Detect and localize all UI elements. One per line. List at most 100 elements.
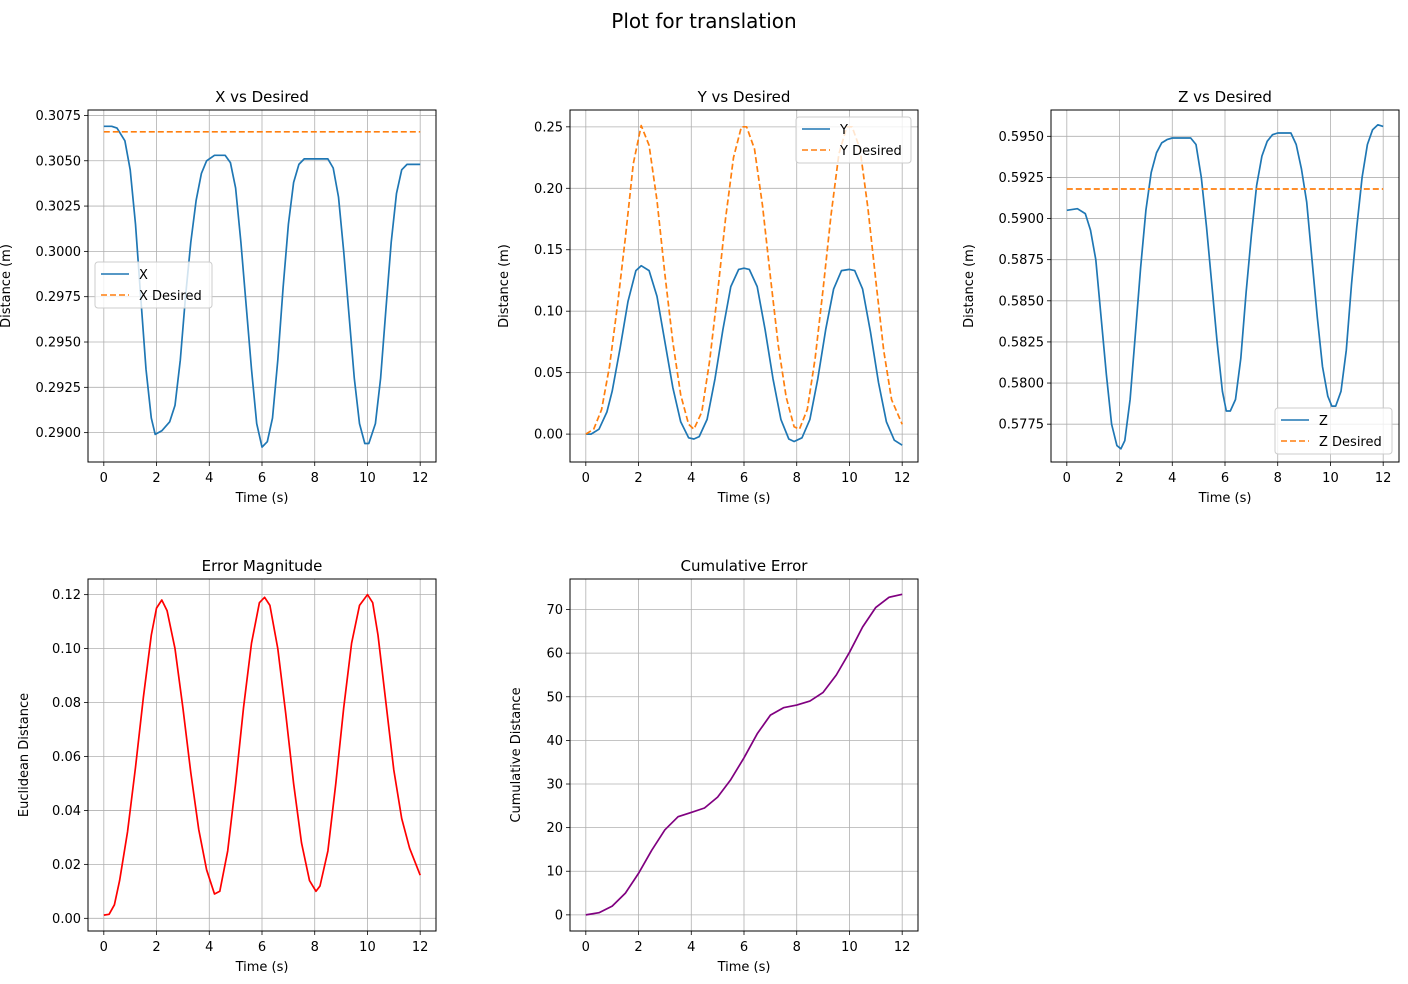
y-axis-label: Distance (m)	[497, 244, 512, 328]
series-line-x	[103, 125, 421, 448]
x-tick-label: 10	[841, 471, 858, 486]
plot-frame	[87, 109, 437, 463]
y-tick-label: 0.2975	[36, 290, 82, 305]
y-tick-label: 0.3025	[36, 200, 82, 215]
x-tick-label: 6	[740, 471, 748, 486]
legend-label-x-desired: X Desired	[139, 289, 202, 304]
series-line-panel-4	[585, 593, 903, 916]
y-tick-label: 0.5925	[999, 171, 1045, 186]
y-tick-label: 0.5900	[999, 212, 1045, 227]
y-tick-label: 0.00	[534, 428, 563, 443]
y-tick-label: 0.3075	[36, 109, 82, 124]
series-line-z	[1066, 123, 1384, 450]
y-tick-label: 0.15	[534, 243, 563, 258]
x-tick-label: 8	[311, 940, 319, 955]
y-tick-label: 20	[546, 821, 563, 836]
panel-title: Cumulative Error	[681, 557, 809, 575]
y-tick-label: 10	[546, 865, 563, 880]
x-axis-label: Time (s)	[235, 960, 289, 975]
x-tick-label: 12	[412, 471, 429, 486]
legend-label-y-desired: Y Desired	[839, 144, 902, 159]
x-tick-label: 10	[1322, 471, 1339, 486]
x-tick-label: 0	[100, 471, 108, 486]
y-tick-label: 0.02	[52, 858, 81, 873]
y-axis-label: Distance (m)	[962, 244, 977, 328]
panel-cumulative-error: 0 2 4 6 8 10 12 0 10 20 30 40 50 60 70 Cumulative Erro…	[509, 557, 919, 975]
y-tick-label: 0.5850	[999, 294, 1045, 309]
panel-z-vs-desired: 0 2 4 6 8 10 12 0.5775 0.5800 0.5825 0.5850 0.5875 0…	[962, 88, 1400, 506]
y-tick-label: 0.3050	[36, 154, 82, 169]
x-tick-label: 2	[634, 471, 642, 486]
x-axis-label: Time (s)	[235, 491, 289, 506]
x-axis-label: Time (s)	[717, 960, 771, 975]
legend: X X Desired	[94, 261, 213, 309]
x-tick-label: 0	[1063, 471, 1071, 486]
x-tick-label: 4	[687, 940, 695, 955]
y-axis-label: Euclidean Distance	[17, 693, 32, 817]
panel-title: X vs Desired	[215, 88, 309, 106]
x-tick-label: 12	[1375, 471, 1392, 486]
x-axis-label: Time (s)	[717, 491, 771, 506]
y-tick-label: 0.20	[534, 182, 563, 197]
x-tick-label: 2	[152, 471, 160, 486]
x-tick-label: 10	[359, 940, 376, 955]
y-tick-label: 50	[546, 690, 563, 705]
panel-error-magnitude: 0 2 4 6 8 10 12 0.00 0.02 0.04 0.06 0.08 0.10 0.12 Er…	[17, 557, 437, 975]
legend-label-y: Y	[839, 123, 848, 138]
x-tick-label: 12	[894, 471, 911, 486]
y-tick-label: 0.06	[52, 750, 81, 765]
y-tick-label: 0.2925	[36, 381, 82, 396]
y-tick-label: 0.5775	[999, 418, 1045, 433]
x-tick-label: 2	[1115, 471, 1123, 486]
x-tick-label: 0	[582, 940, 590, 955]
x-tick-label: 4	[687, 471, 695, 486]
panel-x-vs-desired: 0 2 4 6 8 10 12 0.2900 0.2925 0.2950 0.2975 0.3000 0…	[0, 88, 437, 506]
figure-title: Plot for translation	[611, 9, 796, 33]
y-tick-label: 70	[546, 603, 563, 618]
x-tick-label: 8	[311, 471, 319, 486]
x-tick-label: 6	[1221, 471, 1229, 486]
plot-frame	[569, 109, 919, 463]
y-tick-label: 0.2900	[36, 426, 82, 441]
y-tick-label: 0.5950	[999, 130, 1045, 145]
x-tick-label: 12	[412, 940, 429, 955]
x-tick-label: 8	[793, 471, 801, 486]
y-tick-label: 60	[546, 647, 563, 662]
x-tick-label: 0	[100, 940, 108, 955]
y-tick-label: 0.5825	[999, 335, 1045, 350]
y-axis-label: Cumulative Distance	[509, 687, 524, 822]
series-line-panel-3	[103, 593, 421, 916]
y-tick-label: 30	[546, 778, 563, 793]
x-tick-label: 6	[258, 471, 266, 486]
panel-title: Error Magnitude	[202, 557, 323, 575]
x-tick-label: 4	[1168, 471, 1176, 486]
plot-frame	[87, 578, 437, 932]
x-tick-label: 2	[634, 940, 642, 955]
series-line-y	[585, 264, 903, 446]
plot-frame	[1050, 109, 1400, 463]
y-tick-label: 0.10	[534, 305, 563, 320]
y-tick-label: 40	[546, 734, 563, 749]
x-tick-label: 2	[152, 940, 160, 955]
x-tick-label: 8	[793, 940, 801, 955]
x-axis-label: Time (s)	[1198, 491, 1252, 506]
panel-title: Z vs Desired	[1178, 88, 1272, 106]
y-tick-label: 0.04	[52, 804, 81, 819]
x-tick-label: 10	[359, 471, 376, 486]
y-tick-label: 0.25	[534, 120, 563, 135]
panel-title: Y vs Desired	[697, 88, 791, 106]
panel-y-vs-desired: 0 2 4 6 8 10 12 0.00 0.05 0.10 0.15 0.20 0.25 Y vs D…	[497, 88, 919, 506]
y-tick-label: 0.05	[534, 366, 563, 381]
y-axis-label: Distance (m)	[0, 244, 14, 328]
y-tick-label: 0	[555, 908, 563, 923]
legend-label-z: Z	[1319, 414, 1328, 429]
y-tick-label: 0.3000	[36, 245, 82, 260]
legend-label-z-desired: Z Desired	[1319, 435, 1382, 450]
x-tick-label: 6	[740, 940, 748, 955]
x-tick-label: 6	[258, 940, 266, 955]
y-tick-label: 0.08	[52, 696, 81, 711]
y-tick-label: 0.5875	[999, 253, 1045, 268]
y-tick-label: 0.2950	[36, 336, 82, 351]
legend: Y Y Desired	[795, 116, 912, 164]
